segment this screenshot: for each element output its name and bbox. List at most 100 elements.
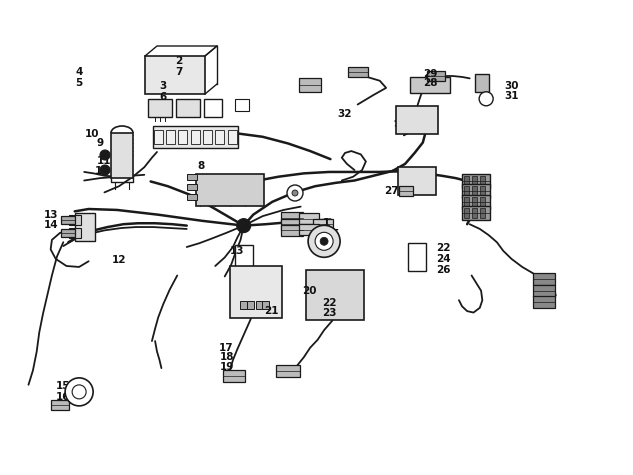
Bar [462,184,490,198]
Bar [148,99,172,117]
Bar [227,130,237,144]
Bar [191,130,199,144]
Text: 26: 26 [436,265,450,275]
Text: 1: 1 [322,218,330,228]
Circle shape [237,218,251,233]
Bar [472,175,477,186]
Bar [51,399,69,410]
Text: 2: 2 [175,56,182,66]
Bar [246,301,254,309]
Bar [534,285,555,297]
Bar [398,167,436,194]
Bar [145,56,205,94]
Circle shape [308,225,340,257]
Text: 14: 14 [43,220,58,230]
Bar [463,186,468,196]
Text: 8: 8 [197,161,205,171]
Text: 6: 6 [160,92,167,102]
Bar [230,266,282,318]
Bar [282,225,303,236]
Bar [472,186,477,196]
Bar [75,213,95,241]
Text: 25: 25 [325,228,339,239]
Bar [472,197,477,207]
Text: 28: 28 [423,78,437,88]
Bar [475,74,489,92]
Text: 29: 29 [423,68,437,79]
Text: 23: 23 [322,308,336,319]
Text: 9: 9 [96,137,104,148]
Bar [262,301,270,309]
Bar [240,301,248,309]
Text: 30: 30 [505,81,518,92]
Text: 11: 11 [97,155,111,166]
Text: 32: 32 [338,109,352,119]
Bar [462,195,490,209]
Circle shape [100,165,110,175]
Text: 8: 8 [322,228,330,239]
Bar [282,212,303,223]
Bar [153,126,237,148]
Bar [69,228,81,238]
Bar [178,130,187,144]
Text: 12: 12 [112,255,126,266]
Bar [176,99,200,117]
Bar [534,273,555,285]
Bar [462,206,490,220]
Bar [480,208,484,218]
Bar [313,218,333,230]
Bar [534,295,555,308]
Text: 22: 22 [322,298,336,308]
Text: 4: 4 [75,67,83,77]
Bar [276,365,300,378]
Circle shape [65,378,93,406]
Bar [348,67,368,77]
Bar [204,99,222,117]
Text: 7: 7 [175,67,182,77]
Text: 13: 13 [230,246,244,256]
Bar [299,78,321,92]
Text: 10: 10 [68,380,82,391]
Bar [396,106,437,133]
Bar [462,173,490,188]
Bar [256,301,263,309]
Bar [196,174,264,206]
Bar [472,208,477,218]
Bar [480,186,484,196]
Text: 17: 17 [219,342,234,353]
Circle shape [315,232,333,250]
Text: 12: 12 [96,166,110,176]
Circle shape [479,92,493,106]
Bar [215,130,224,144]
Text: 20: 20 [302,285,316,296]
Circle shape [292,190,298,196]
Bar [166,130,175,144]
Circle shape [287,185,303,201]
Bar [480,175,484,186]
Bar [235,99,249,111]
Bar [410,77,450,93]
Bar [61,229,75,237]
Bar [235,245,253,266]
Bar [111,133,133,178]
Bar [480,197,484,207]
Text: 24: 24 [436,254,451,264]
Text: 22: 22 [436,243,450,253]
Text: 16: 16 [56,391,70,402]
Bar [69,215,81,225]
Bar [61,216,75,224]
Bar [299,224,319,236]
Bar [282,218,303,230]
Circle shape [100,150,110,160]
Text: 18: 18 [220,352,234,362]
Bar [187,174,197,180]
Bar [203,130,212,144]
Circle shape [320,238,328,245]
Bar [463,208,468,218]
Text: 31: 31 [505,91,518,101]
Bar [187,194,197,200]
Circle shape [72,385,86,399]
Bar [299,213,319,224]
Text: 10: 10 [85,129,99,139]
Bar [463,175,468,186]
